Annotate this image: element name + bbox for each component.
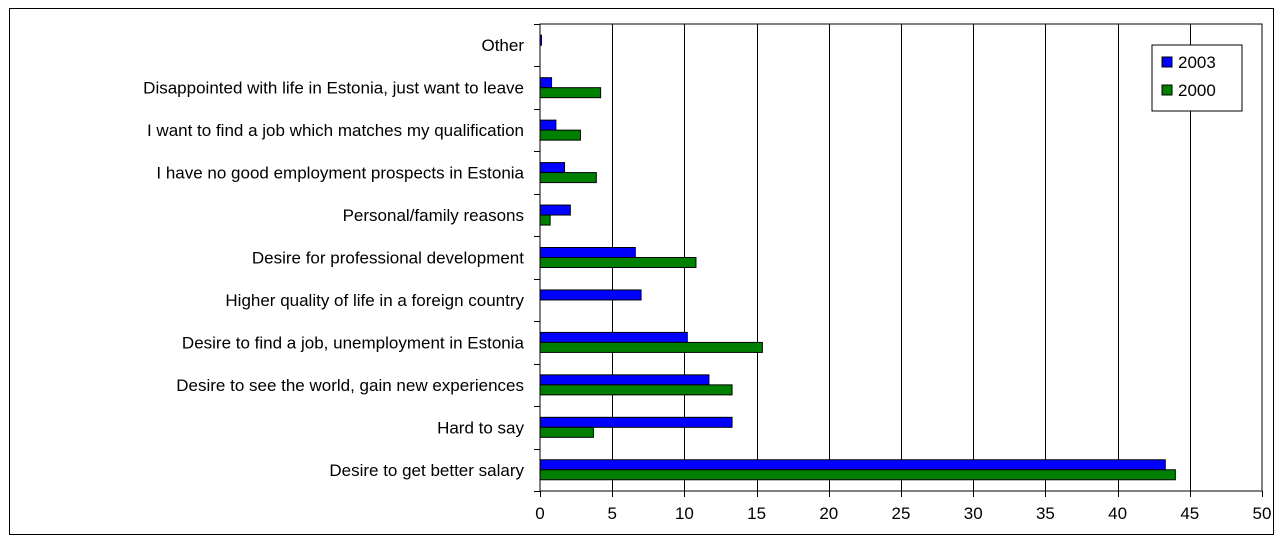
x-tick-label: 0 (535, 504, 544, 523)
bar-2000 (539, 426, 594, 438)
x-tick-label: 45 (1180, 504, 1199, 523)
x-tick-label: 30 (964, 504, 983, 523)
category-label: Personal/family reasons (343, 206, 524, 225)
bar-2000 (539, 87, 602, 99)
bar-2003 (539, 416, 733, 428)
bar-2000 (539, 172, 597, 184)
legend-label-2000: 2000 (1178, 81, 1216, 100)
bar-2003 (539, 119, 557, 131)
category-label: Higher quality of life in a foreign coun… (225, 291, 524, 310)
category-label: Desire to find a job, unemployment in Es… (182, 333, 525, 352)
category-label: Desire for professional development (252, 249, 524, 268)
x-tick-label: 35 (1036, 504, 1055, 523)
bar-2000 (539, 341, 763, 353)
bar-2000 (539, 384, 733, 396)
category-label: I have no good employment prospects in E… (156, 164, 524, 183)
x-tick-label: 15 (747, 504, 766, 523)
legend-swatch-2003 (1161, 56, 1173, 68)
bar-2003 (539, 34, 542, 46)
x-tick-label: 50 (1253, 504, 1272, 523)
x-tick-label: 25 (892, 504, 911, 523)
category-label: Hard to say (437, 418, 524, 437)
bar-2003 (539, 374, 710, 386)
bar-2003 (539, 162, 566, 174)
category-label: Other (481, 36, 524, 55)
category-label: Desire to get better salary (329, 461, 524, 480)
bar-2000 (539, 129, 581, 141)
category-label: I want to find a job which matches my qu… (147, 121, 524, 140)
bar-2000 (539, 257, 697, 268)
category-label: Disappointed with life in Estonia, just … (143, 79, 524, 98)
x-tick-label: 5 (607, 504, 616, 523)
x-tick-label: 10 (675, 504, 694, 523)
bar-2003 (539, 459, 1166, 471)
bar-2000 (539, 469, 1176, 481)
bar-2003 (539, 289, 642, 301)
legend-swatch-2000 (1161, 84, 1173, 96)
legend-label-2003: 2003 (1178, 53, 1216, 72)
bar-2003 (539, 331, 688, 343)
bar-2003 (539, 204, 571, 216)
category-label: Desire to see the world, gain new experi… (176, 376, 524, 395)
legend-box (1151, 44, 1243, 112)
x-tick-label: 40 (1108, 504, 1127, 523)
bar-2003 (539, 247, 636, 258)
x-tick-label: 20 (819, 504, 838, 523)
bar-2000 (539, 214, 551, 226)
bar-2003 (539, 77, 553, 89)
